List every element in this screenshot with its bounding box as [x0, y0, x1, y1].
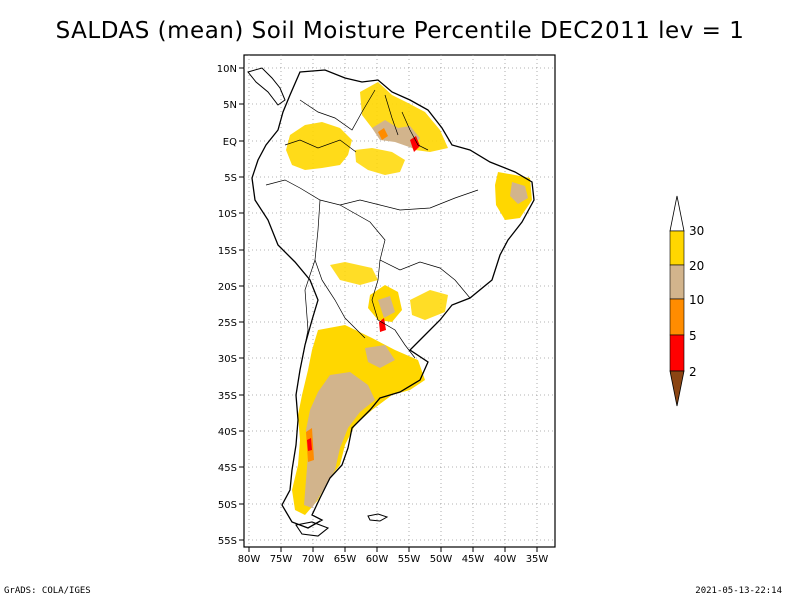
colorbar-label: 20 — [689, 259, 704, 273]
tierra-del-fuego — [295, 521, 330, 537]
region-guianas-red — [410, 136, 420, 152]
lon-label: 75W — [270, 554, 293, 565]
country-borders — [265, 89, 479, 361]
region-argentina-red — [307, 438, 312, 451]
region-argentina-tan — [304, 372, 375, 508]
lat-label: 35S — [218, 391, 237, 402]
lat-label: 55S — [218, 536, 237, 547]
colorbar-bottom-cap — [669, 370, 685, 407]
lon-axis: 80W 75W 70W 65W 60W 55W 50W 45W 40W 35W — [238, 547, 549, 565]
colorbar-top-cap — [669, 195, 685, 232]
region-bolivia-yellow — [330, 262, 378, 285]
colorbar: 30 20 10 5 2 — [669, 195, 704, 407]
colorbar-10-20 — [669, 264, 685, 300]
falkland-islands — [367, 513, 389, 522]
lat-label: 25S — [218, 318, 237, 329]
lon-label: 55W — [398, 554, 421, 565]
lat-label: 40S — [218, 427, 237, 438]
lat-label: 50S — [218, 500, 237, 511]
footer-timestamp: 2021-05-13-22:14 — [695, 586, 782, 596]
lat-label: 20S — [218, 282, 237, 293]
lat-label: EQ — [223, 137, 237, 148]
lat-label: 30S — [218, 354, 237, 365]
lon-label: 50W — [430, 554, 453, 565]
colorbar-label: 5 — [689, 329, 697, 343]
colorbar-label: 10 — [689, 293, 704, 307]
footer-credit: GrADS: COLA/IGES — [4, 586, 91, 596]
region-amazon-yellow — [355, 148, 405, 175]
lon-label: 60W — [366, 554, 389, 565]
colorbar-label: 2 — [689, 365, 697, 379]
lon-label: 40W — [494, 554, 517, 565]
lon-label: 80W — [238, 554, 261, 565]
lon-label: 65W — [334, 554, 357, 565]
region-guianas-tan — [372, 120, 420, 148]
lat-label: 5N — [223, 100, 237, 111]
coastline — [251, 69, 535, 529]
region-nebrazil-tan — [510, 182, 528, 204]
lat-label: 5S — [224, 173, 237, 184]
colorbar-2-5 — [669, 334, 685, 372]
region-argentina-tan-north — [365, 345, 395, 368]
colorbar-5-10 — [669, 298, 685, 336]
lon-label: 45W — [462, 554, 485, 565]
lat-label: 15S — [218, 246, 237, 257]
lat-axis: 10N 5N EQ 5S 10S 15S 20S 25S 30S 35S 40S… — [217, 64, 244, 547]
lon-label: 35W — [526, 554, 549, 565]
colorbar-label: 30 — [689, 224, 704, 238]
colorbar-20-30 — [669, 230, 685, 266]
lat-label: 10N — [217, 64, 237, 75]
lat-label: 10S — [218, 209, 237, 220]
region-sbrazil-yellow — [410, 290, 448, 320]
shaded-regions — [286, 82, 532, 515]
central-america-coast — [247, 67, 286, 106]
lat-label: 45S — [218, 463, 237, 474]
region-paraguay-tan — [378, 296, 395, 318]
map-title: SALDAS (mean) Soil Moisture Percentile D… — [55, 18, 745, 44]
region-guianas-orange — [378, 128, 388, 140]
region-colombia-yellow — [286, 122, 352, 170]
lon-label: 70W — [302, 554, 325, 565]
region-uruguay-yellow — [392, 360, 422, 388]
